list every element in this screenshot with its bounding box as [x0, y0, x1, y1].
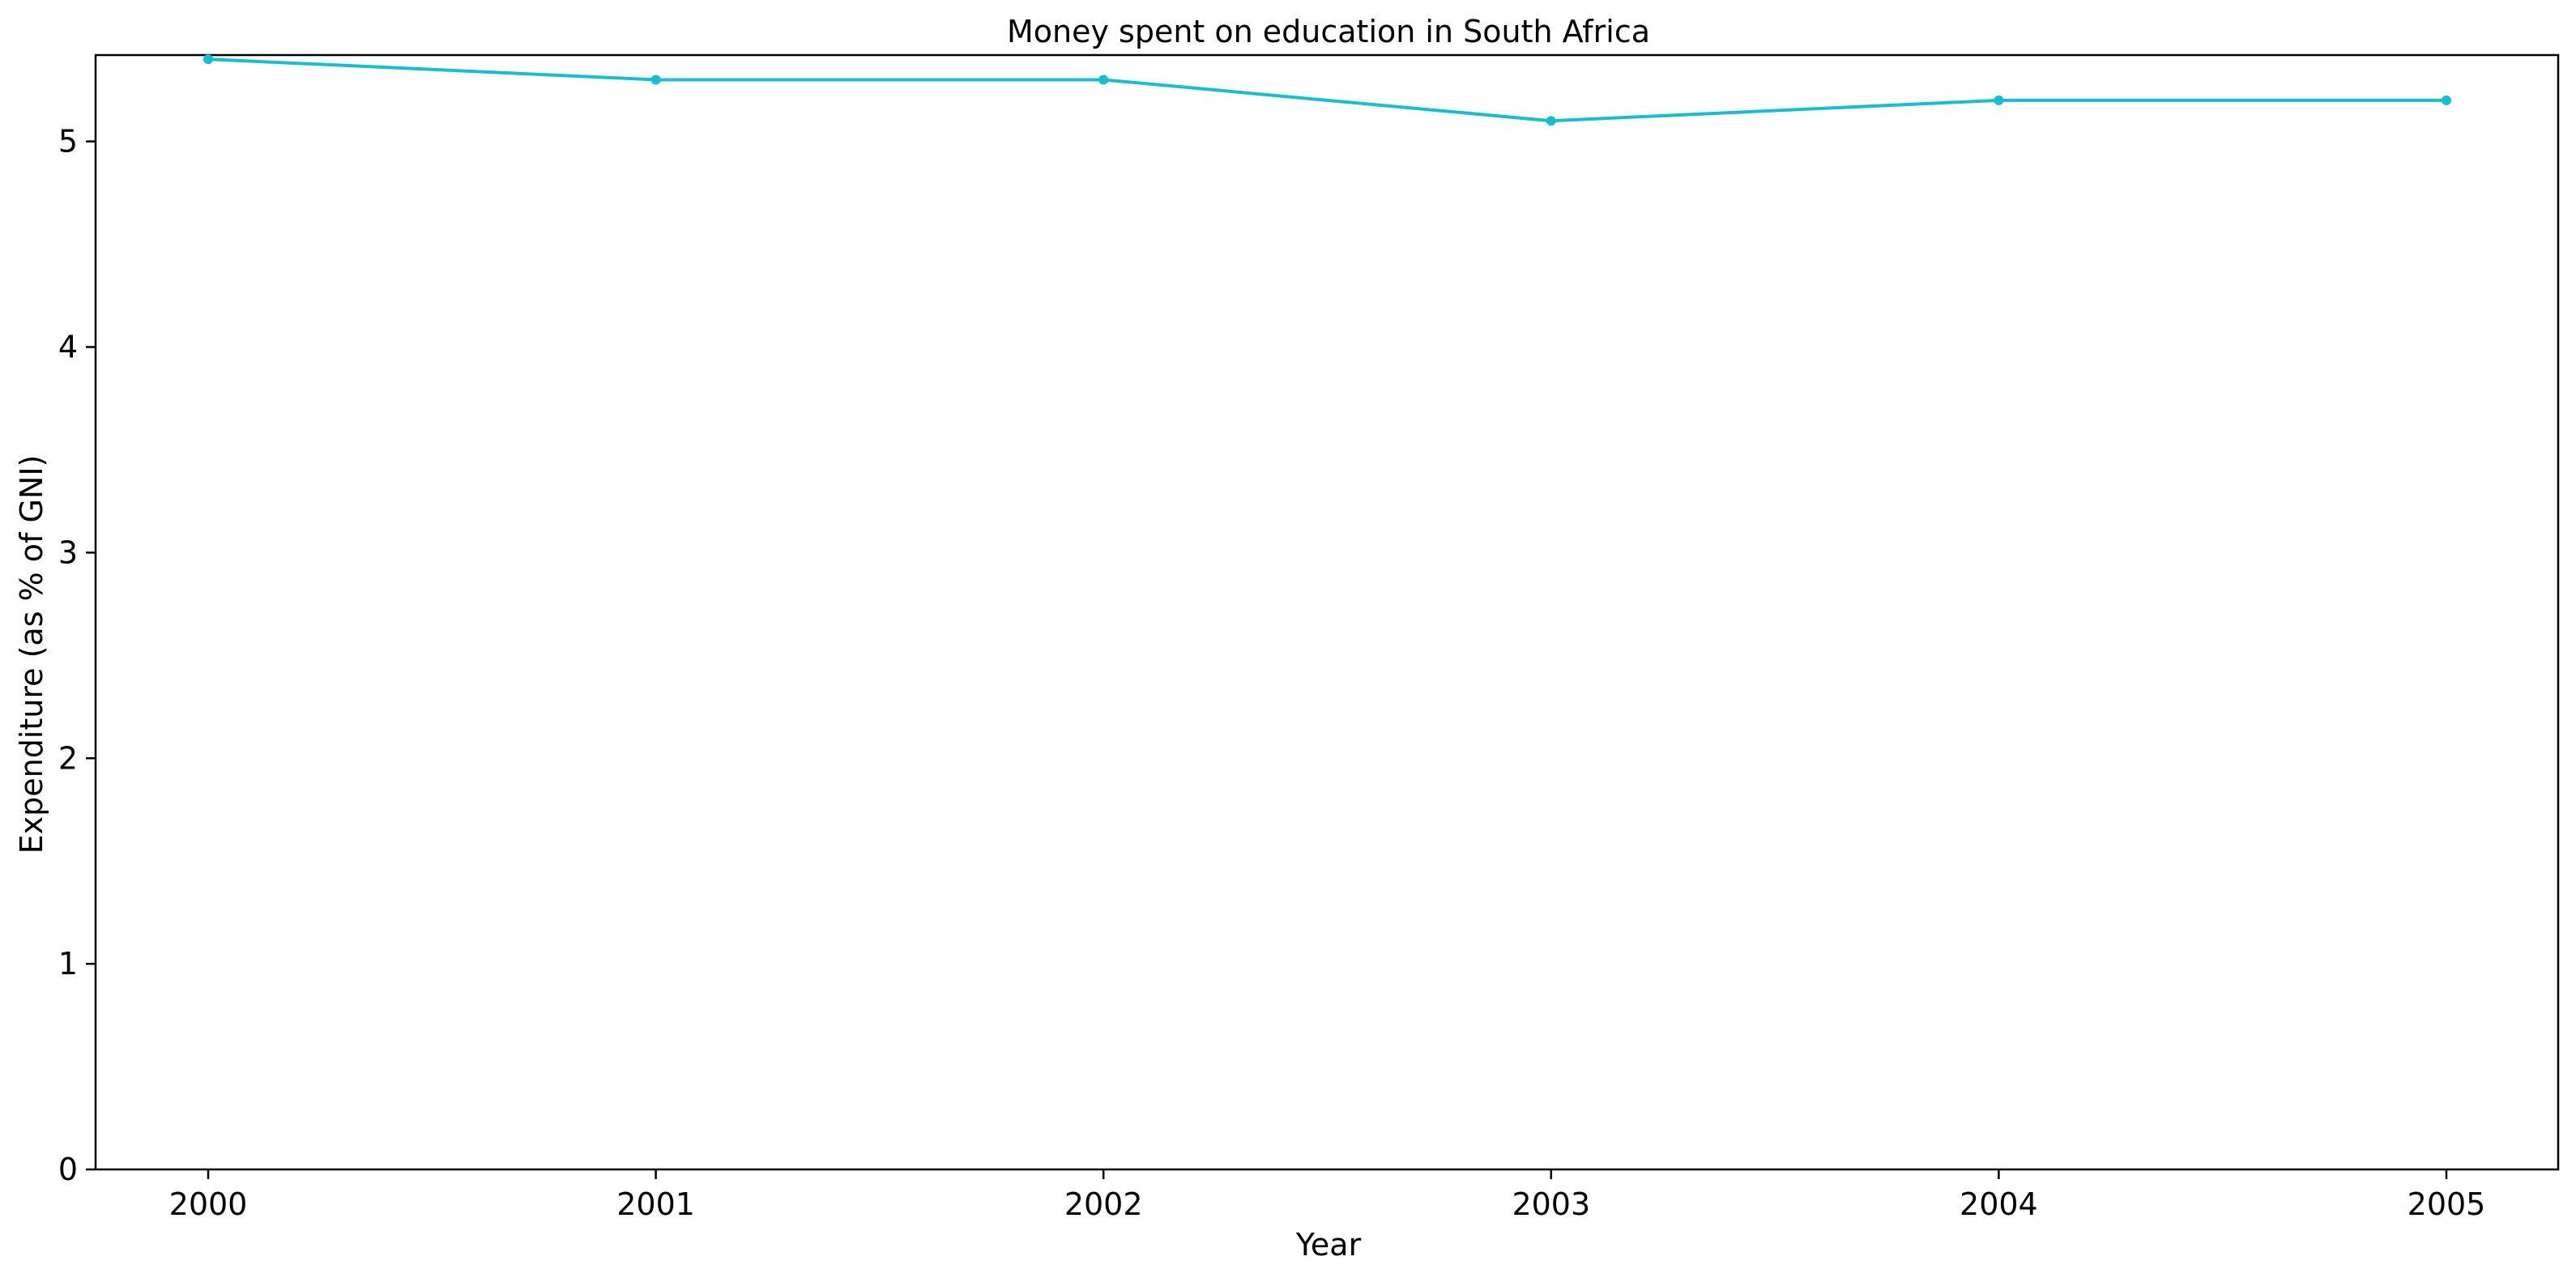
y-tick-label: 5	[58, 124, 78, 160]
y-axis-ticks: 0 1 2 3 4 5	[58, 124, 96, 1187]
plot-frame	[94, 53, 2560, 1171]
y-axis-label: Expenditure (as % of GNI)	[14, 455, 49, 854]
series-layer	[203, 54, 2451, 126]
x-tick-label: 2005	[2408, 1186, 2486, 1222]
y-tick-label: 4	[58, 330, 78, 365]
y-tick-label: 0	[58, 1152, 78, 1187]
x-axis-ticks: 2000 2001 2002 2003 2004 2005	[169, 1169, 2486, 1222]
data-point	[650, 75, 661, 85]
y-tick-label: 2	[58, 740, 78, 776]
y-tick-label: 1	[58, 946, 78, 982]
data-point	[203, 54, 213, 65]
chart-title: Money spent on education in South Africa	[1007, 14, 1650, 49]
x-tick-label: 2000	[169, 1186, 248, 1222]
x-tick-label: 2001	[616, 1186, 695, 1222]
x-tick-label: 2004	[1960, 1186, 2038, 1222]
data-point	[1546, 116, 1556, 126]
x-axis-label: Year	[1295, 1227, 1362, 1263]
plot-area	[94, 53, 2560, 1171]
data-point	[1994, 95, 2004, 105]
y-tick-label: 3	[58, 535, 78, 570]
data-point	[2442, 95, 2451, 105]
x-tick-label: 2003	[1512, 1186, 1590, 1222]
series-line	[207, 57, 2446, 123]
x-tick-label: 2002	[1064, 1186, 1143, 1222]
data-point	[1098, 75, 1109, 85]
